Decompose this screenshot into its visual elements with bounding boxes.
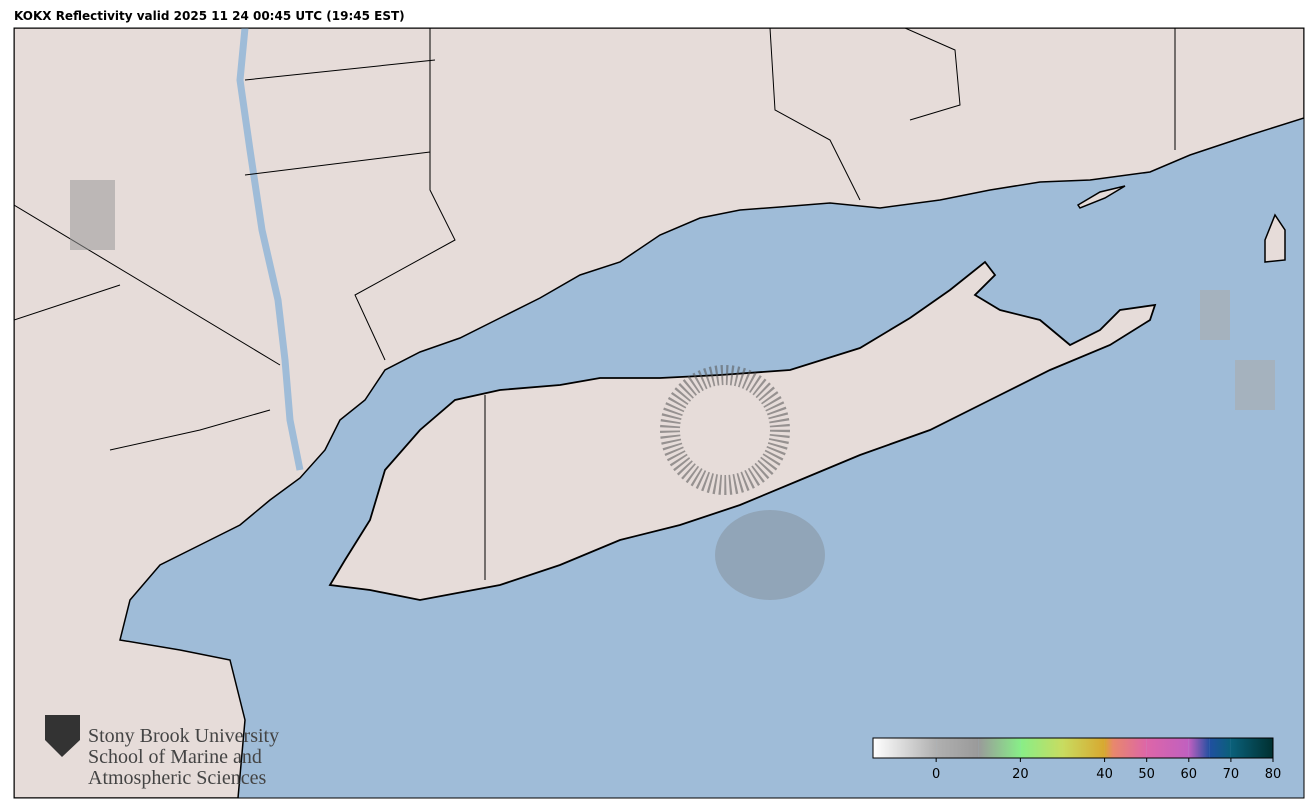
title: KOKX Reflectivity valid 2025 11 24 00:45… [14, 9, 405, 23]
colorbar-tick-label: 20 [1012, 767, 1029, 782]
block-island [1264, 213, 1286, 263]
colorbar-segment [1104, 738, 1113, 758]
colorbar-segment [1230, 738, 1273, 758]
logo: Stony Brook University School of Marine … [45, 715, 279, 789]
fishers-island [1076, 185, 1126, 209]
radar-clutter [70, 180, 1275, 600]
colorbar-segment [1020, 738, 1063, 758]
map [14, 28, 1304, 798]
colorbar-frame [872, 737, 1274, 759]
logo-line: Atmospheric Sciences [88, 767, 266, 789]
colorbar-tick-label: 40 [1096, 767, 1113, 782]
logo-shield [45, 715, 80, 757]
boundaries [14, 28, 1176, 580]
colorbar-tick-label: 0 [932, 767, 940, 782]
colorbar-tick-label: 50 [1138, 767, 1155, 782]
colorbar-segment [1188, 738, 1210, 758]
hudson-river [236, 28, 304, 471]
long-island [328, 260, 1157, 601]
colorbar-tick-label: 70 [1223, 767, 1240, 782]
colorbar-tick-label: 60 [1181, 767, 1198, 782]
mainland [14, 28, 1304, 798]
colorbar-segment [1062, 738, 1105, 758]
map-frame [13, 27, 1305, 799]
colorbar-tick-label: 80 [1265, 767, 1282, 782]
colorbar-segment [936, 738, 979, 758]
logo-line: School of Marine and [88, 746, 262, 768]
colorbar-segment [1146, 738, 1189, 758]
colorbar-segment [873, 738, 937, 758]
colorbar-segment [978, 738, 1021, 758]
logo-line: Stony Brook University [88, 725, 279, 747]
colorbar-segment [1209, 738, 1231, 758]
colorbar-segment [1113, 738, 1147, 758]
